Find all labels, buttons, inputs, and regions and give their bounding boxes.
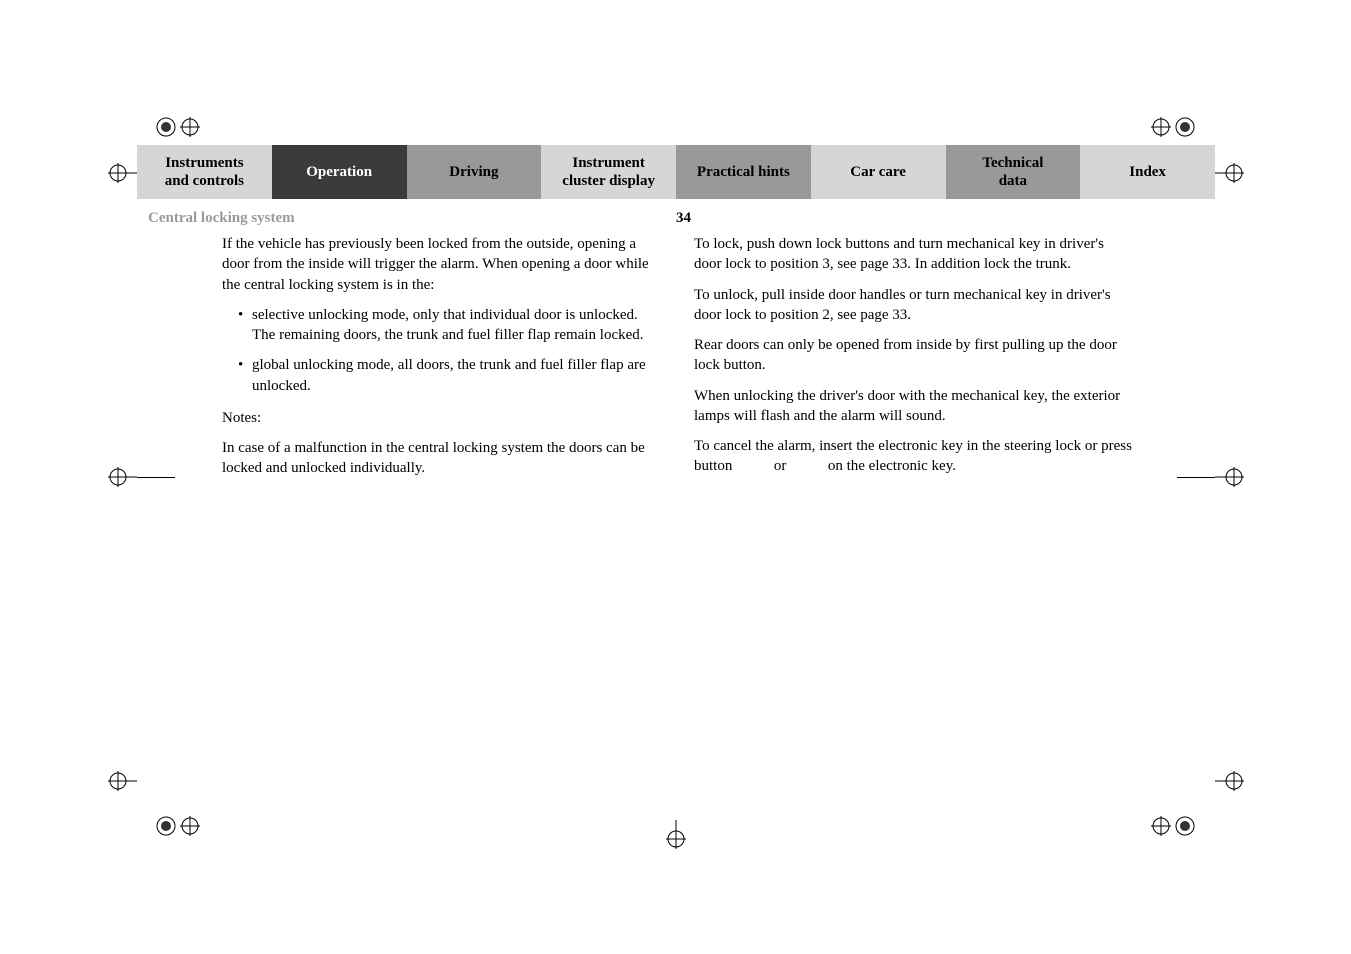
col1-notes-label: Notes:	[222, 408, 660, 428]
page-number: 34	[676, 210, 691, 227]
tab-practical-hints[interactable]: Practical hints	[676, 145, 811, 199]
body-columns: If the vehicle has previously been locke…	[222, 234, 1132, 489]
nav-tabs: Instruments and controls Operation Drivi…	[137, 145, 1215, 199]
col2-para1: To lock, push down lock buttons and turn…	[694, 234, 1132, 275]
side-mark-right-bot	[1215, 770, 1245, 797]
side-mark-left-top	[107, 162, 137, 189]
side-mark-left-mid	[107, 466, 137, 493]
reg-mark-tr	[1150, 116, 1196, 143]
column-left: If the vehicle has previously been locke…	[222, 234, 660, 489]
section-header: Central locking system 34	[148, 210, 1203, 227]
center-tick-right	[1177, 477, 1215, 478]
column-right: To lock, push down lock buttons and turn…	[694, 234, 1132, 489]
col2-para5: To cancel the alarm, insert the electron…	[694, 436, 1132, 477]
center-tick-left	[137, 477, 175, 478]
tab-car-care[interactable]: Car care	[811, 145, 946, 199]
col1-bullets: selective unlocking mode, only that indi…	[238, 305, 660, 396]
side-mark-right-top	[1215, 162, 1245, 189]
side-mark-right-mid	[1215, 466, 1245, 493]
tab-driving[interactable]: Driving	[407, 145, 542, 199]
reg-mark-bl	[155, 815, 201, 842]
tab-index[interactable]: Index	[1080, 145, 1215, 199]
col1-bullet-2: global unlocking mode, all doors, the tr…	[238, 355, 660, 396]
center-mark-bottom	[658, 820, 694, 855]
side-mark-left-bot	[107, 770, 137, 797]
reg-mark-br	[1150, 815, 1196, 842]
col2-para2: To unlock, pull inside door handles or t…	[694, 285, 1132, 326]
col2-para4: When unlocking the driver's door with th…	[694, 386, 1132, 427]
col2-p5or: or	[770, 458, 790, 474]
col2-p5b: on the electronic key.	[824, 458, 956, 474]
tab-instruments-and-controls[interactable]: Instruments and controls	[137, 145, 272, 199]
section-title: Central locking system	[148, 210, 295, 227]
col2-para3: Rear doors can only be opened from insid…	[694, 335, 1132, 376]
col1-para1: If the vehicle has previously been locke…	[222, 234, 660, 295]
tab-technical-data[interactable]: Technical data	[946, 145, 1081, 199]
tab-instrument-cluster-display[interactable]: Instrument cluster display	[541, 145, 676, 199]
col1-para2: In case of a malfunction in the central …	[222, 438, 660, 479]
tab-operation[interactable]: Operation	[272, 145, 407, 199]
col1-bullet-1: selective unlocking mode, only that indi…	[238, 305, 660, 346]
reg-mark-tl	[155, 116, 201, 143]
